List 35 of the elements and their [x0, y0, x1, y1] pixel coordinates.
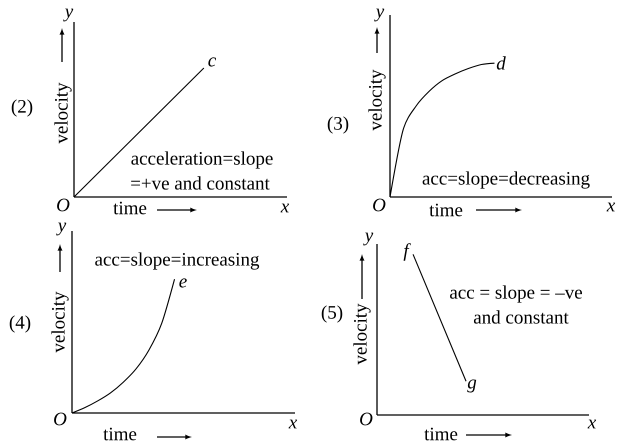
annotation: acc=slope=decreasing — [422, 171, 590, 189]
text: (5) — [322, 305, 342, 323]
y-axis-title: velocity — [353, 303, 371, 365]
text: y — [63, 8, 74, 22]
annotation: O — [54, 412, 66, 426]
text: O — [360, 412, 372, 426]
text: y — [56, 222, 66, 236]
annotation: acceleration=slope — [131, 151, 273, 169]
text: x — [606, 202, 616, 212]
x-axis-title: time — [424, 428, 458, 440]
y-axis-title: velocity — [54, 82, 72, 144]
x-axis-title: time — [429, 204, 462, 216]
text: (3) — [328, 116, 348, 134]
annotation: g — [467, 380, 476, 392]
text: x — [588, 420, 596, 428]
annotation: and constant — [474, 310, 569, 324]
text: y — [374, 8, 384, 22]
text: y — [363, 232, 374, 246]
text: acc=slope=increasing — [95, 252, 260, 270]
text: x — [280, 204, 290, 212]
text: x — [288, 420, 298, 428]
text: O — [57, 198, 70, 212]
text: c — [208, 57, 216, 67]
x-axis-title: time — [113, 202, 146, 214]
y-axis-title: velocity — [368, 69, 386, 131]
annotation: e — [179, 278, 187, 288]
y-axis-title: velocity — [51, 291, 69, 353]
text: O — [373, 198, 386, 212]
annotation: acc = slope = –ve — [450, 285, 582, 303]
x-axis-title: time — [103, 428, 136, 440]
annotation: =+ve and constant — [131, 176, 270, 190]
annotation: d — [496, 56, 506, 70]
annotation: f — [404, 243, 411, 261]
text: (4) — [10, 315, 30, 333]
text: (2) — [12, 99, 32, 117]
